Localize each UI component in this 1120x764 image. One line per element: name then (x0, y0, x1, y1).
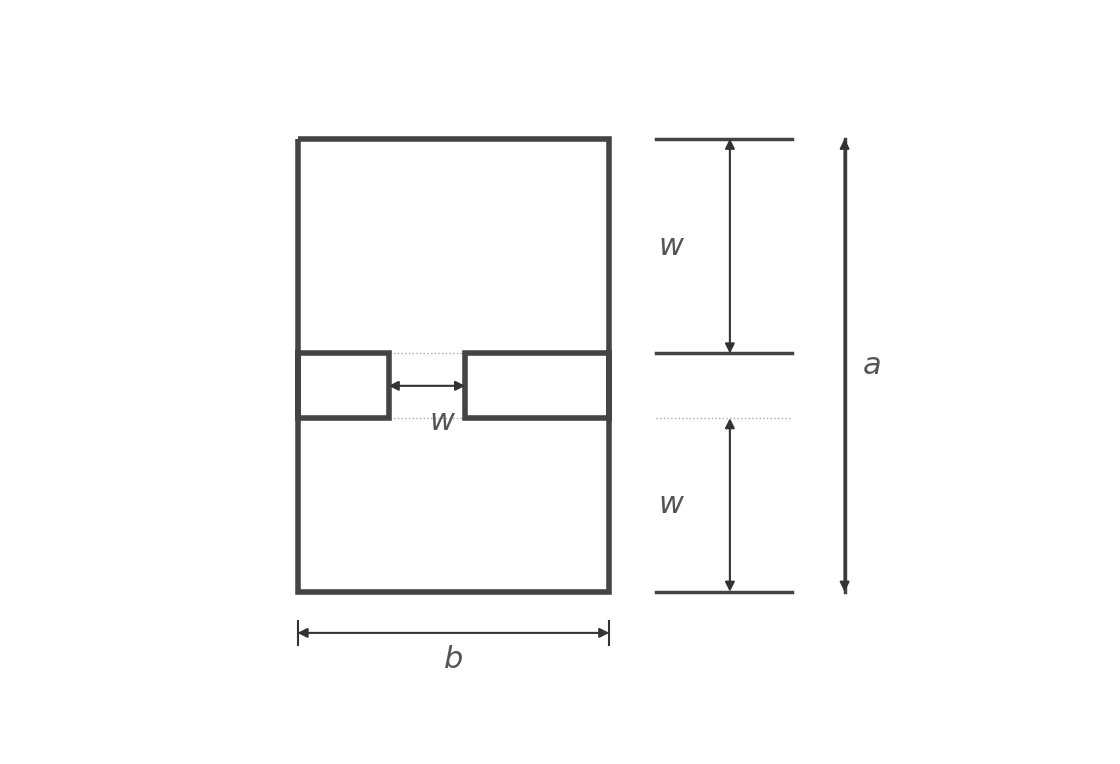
Text: b: b (444, 645, 463, 674)
Text: a: a (862, 351, 881, 380)
Text: w: w (429, 406, 454, 435)
Text: w: w (659, 231, 683, 261)
Text: w: w (659, 490, 683, 520)
